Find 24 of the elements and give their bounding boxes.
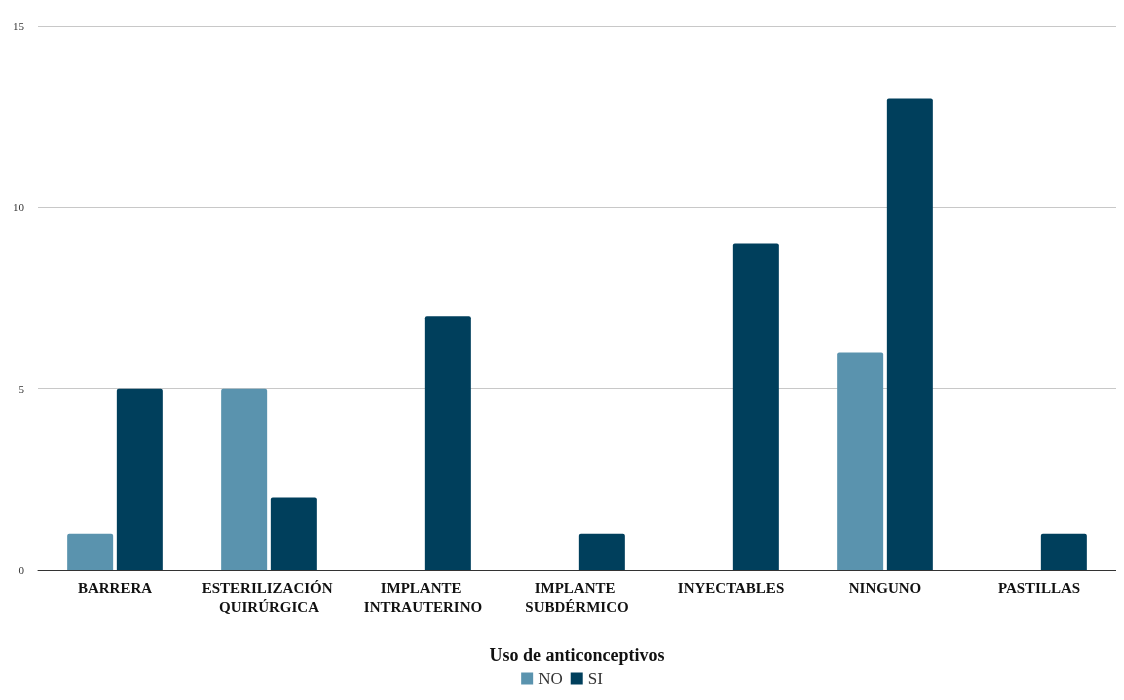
y-tick-label: 0 xyxy=(18,564,25,576)
x-tick-label: PASTILLAS xyxy=(997,579,1081,596)
x-axis-title: Uso de anticonceptivos xyxy=(489,645,665,665)
x-tick-label: IMPLANTE INTRAUTERINO xyxy=(363,579,483,615)
bar xyxy=(578,533,625,570)
bar xyxy=(424,316,471,570)
bar xyxy=(270,497,317,570)
bar xyxy=(837,352,884,570)
x-tick-label: IMPLANTE SUBDÉRMICO xyxy=(525,579,629,615)
bar xyxy=(1040,533,1087,570)
x-tick-label: ESTERILIZACIÓN QUIRÚRGICA xyxy=(201,579,337,615)
y-tick-label: 5 xyxy=(18,382,25,395)
x-tick-label: INYECTABLES xyxy=(677,579,785,596)
legend-label: SI xyxy=(587,669,604,688)
bar xyxy=(221,388,268,570)
x-tick-label: BARRERA xyxy=(77,579,153,596)
bar xyxy=(732,243,779,570)
y-tick-label: 15 xyxy=(13,20,25,32)
bar xyxy=(67,533,114,570)
x-tick-label: NINGUNO xyxy=(848,579,922,596)
bar xyxy=(886,98,933,570)
legend-label: NO xyxy=(538,669,563,688)
bar xyxy=(116,388,163,570)
y-tick-label: 10 xyxy=(13,201,25,214)
